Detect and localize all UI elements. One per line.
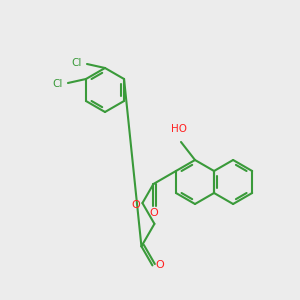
Text: O: O [149, 208, 158, 218]
Text: O: O [131, 200, 140, 210]
Text: Cl: Cl [53, 79, 63, 89]
Text: Cl: Cl [72, 58, 82, 68]
Text: O: O [155, 260, 164, 270]
Text: HO: HO [171, 124, 187, 134]
